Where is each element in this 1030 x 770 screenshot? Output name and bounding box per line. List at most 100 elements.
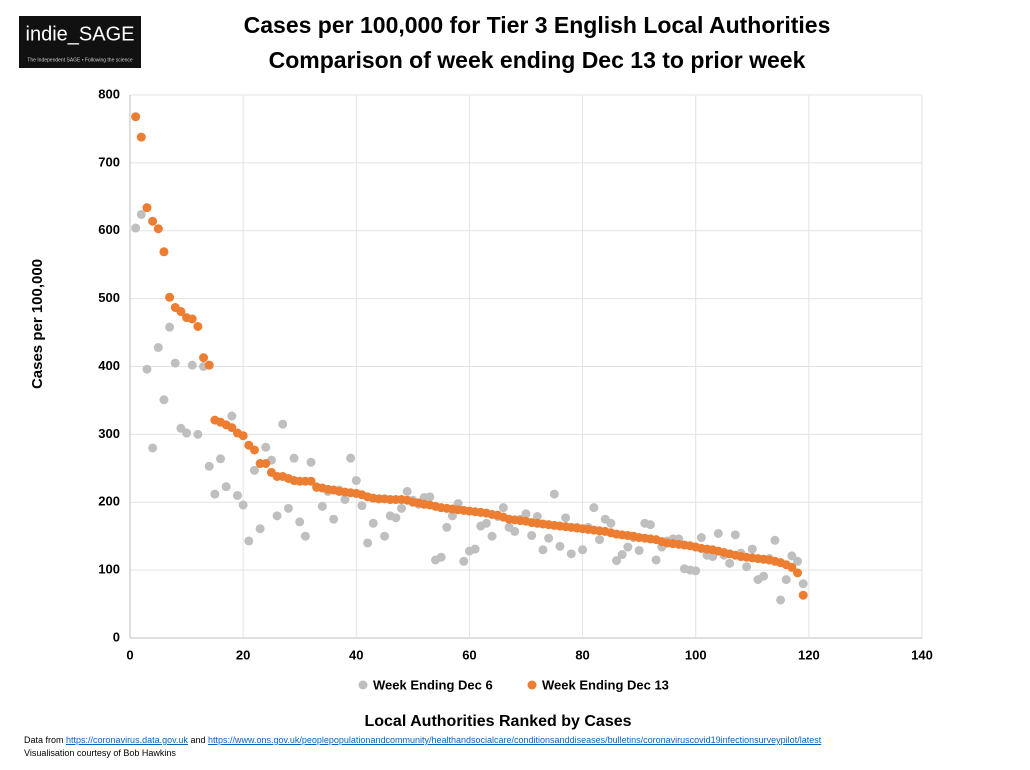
point <box>691 566 701 576</box>
y-tick-label: 100 <box>98 562 120 577</box>
source-link[interactable]: https://coronavirus.data.gov.uk <box>66 735 188 745</box>
point <box>255 524 265 534</box>
point <box>402 486 412 496</box>
point <box>397 503 407 513</box>
point <box>300 531 310 541</box>
x-tick-label: 100 <box>685 647 707 662</box>
point <box>391 513 401 523</box>
point <box>589 503 599 513</box>
point <box>136 209 146 219</box>
logo-box <box>19 16 141 68</box>
point <box>759 571 769 581</box>
point <box>306 457 316 467</box>
point <box>747 544 757 554</box>
footer-prefix: Data from <box>24 735 64 745</box>
point <box>199 353 209 363</box>
logo-tagline: The Independent SAGE • Following the sci… <box>27 57 133 63</box>
point <box>193 429 203 439</box>
point <box>634 545 644 555</box>
point <box>363 538 373 548</box>
point <box>623 542 633 552</box>
point <box>136 132 146 142</box>
point <box>227 423 237 433</box>
point <box>221 482 231 492</box>
point <box>561 513 571 523</box>
point <box>187 360 197 370</box>
point <box>289 453 299 463</box>
point <box>612 556 622 566</box>
point <box>182 428 192 438</box>
point <box>787 551 797 561</box>
point <box>244 536 254 546</box>
point <box>776 595 786 605</box>
point <box>521 509 531 519</box>
footer-source: Data from https://coronavirus.data.gov.u… <box>24 735 821 745</box>
point <box>249 465 259 475</box>
point <box>487 531 497 541</box>
point <box>357 501 367 511</box>
point <box>306 476 316 486</box>
point <box>351 476 361 486</box>
x-tick-label: 120 <box>798 647 820 662</box>
point <box>793 556 803 566</box>
point <box>283 503 293 513</box>
point <box>142 364 152 374</box>
point <box>193 321 203 331</box>
chart-title: Cases per 100,000 for Tier 3 English Loc… <box>244 12 831 38</box>
point <box>170 358 180 368</box>
point <box>447 511 457 521</box>
point <box>713 528 723 538</box>
x-tick-label: 40 <box>349 647 363 662</box>
point <box>645 520 655 530</box>
point <box>544 533 554 543</box>
x-tick-label: 140 <box>911 647 933 662</box>
point <box>527 531 537 541</box>
point <box>187 314 197 324</box>
point <box>787 562 797 572</box>
y-tick-label: 600 <box>98 222 120 237</box>
x-tick-label: 60 <box>462 647 476 662</box>
point <box>617 550 627 560</box>
point <box>742 562 752 572</box>
point <box>176 307 186 317</box>
point <box>232 490 242 500</box>
legend-label: Week Ending Dec 13 <box>542 677 669 692</box>
point <box>148 443 158 453</box>
point <box>278 419 288 429</box>
point <box>204 360 214 370</box>
point <box>470 544 480 554</box>
point <box>725 558 735 568</box>
source-link[interactable]: https://www.ons.gov.uk/peoplepopulationa… <box>208 735 822 745</box>
point <box>216 454 226 464</box>
point <box>510 526 520 536</box>
point <box>595 535 605 545</box>
point <box>295 517 305 527</box>
y-tick-label: 0 <box>113 629 120 644</box>
point <box>793 568 803 578</box>
point <box>261 442 271 452</box>
point <box>159 395 169 405</box>
point <box>238 500 248 510</box>
point <box>781 575 791 585</box>
point <box>798 590 808 600</box>
y-tick-label: 800 <box>98 86 120 101</box>
point <box>346 453 356 463</box>
point <box>249 445 259 455</box>
point <box>566 549 576 559</box>
point <box>578 545 588 555</box>
point <box>380 531 390 541</box>
x-axis-label: Local Authorities Ranked by Cases <box>364 713 631 730</box>
x-tick-label: 80 <box>575 647 589 662</box>
y-tick-label: 300 <box>98 426 120 441</box>
point <box>538 545 548 555</box>
point <box>142 203 152 213</box>
point <box>770 535 780 545</box>
x-tick-label: 20 <box>236 647 250 662</box>
legend-marker <box>358 680 368 690</box>
point <box>481 518 491 528</box>
logo-name: indie_SAGE <box>26 23 135 45</box>
point <box>210 489 220 499</box>
point <box>272 511 282 521</box>
point <box>159 247 169 257</box>
